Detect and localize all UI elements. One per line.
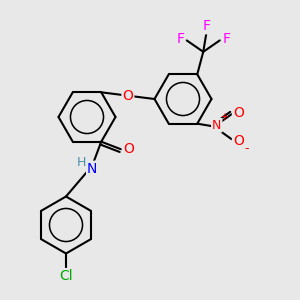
Text: H: H bbox=[77, 156, 86, 169]
Text: N: N bbox=[87, 162, 98, 176]
Text: N: N bbox=[212, 119, 221, 132]
Text: O: O bbox=[233, 134, 244, 148]
Text: Cl: Cl bbox=[59, 269, 73, 283]
Text: F: F bbox=[176, 32, 184, 46]
Text: -: - bbox=[244, 142, 248, 155]
Text: O: O bbox=[233, 106, 244, 120]
Text: O: O bbox=[124, 142, 135, 156]
Text: O: O bbox=[122, 89, 133, 103]
Text: F: F bbox=[202, 19, 210, 33]
Text: +: + bbox=[220, 112, 228, 122]
Text: F: F bbox=[222, 32, 230, 46]
